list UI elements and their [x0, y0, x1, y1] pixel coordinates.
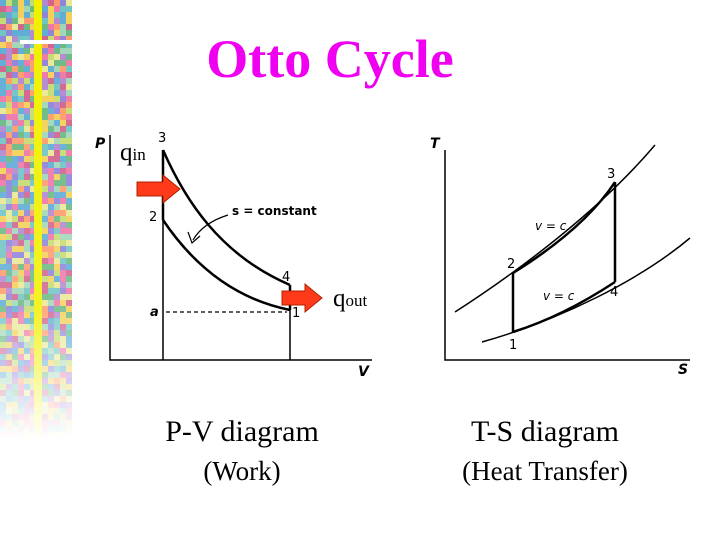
ts-axes — [444, 150, 690, 361]
ts-vc-lower-label: v = c — [543, 289, 575, 303]
axis-v-label: V — [358, 364, 370, 380]
ts-heat-addition-curve — [512, 181, 617, 275]
pv-axes — [109, 135, 372, 361]
pv-point-4: 4 — [282, 270, 290, 285]
decorative-sidebar — [0, 0, 100, 440]
pv-point-2: 2 — [149, 210, 157, 225]
ts-point-3: 3 — [607, 167, 615, 182]
ts-caption: T-S diagram — [470, 415, 620, 448]
pv-subcaption: (Work) — [203, 456, 281, 486]
pv-point-1: 1 — [292, 306, 300, 321]
s-constant-arrowhead — [187, 231, 201, 245]
qout-arrow-icon — [281, 282, 323, 314]
qin-label: qin — [120, 139, 146, 166]
pv-compression-curve — [161, 219, 291, 312]
ts-point-4: 4 — [610, 285, 618, 300]
qout-subscript: out — [346, 291, 368, 310]
ts-point-1: 1 — [509, 338, 517, 353]
qin-main: q — [120, 139, 133, 166]
ts-vc-upper-curve — [454, 144, 656, 313]
axis-s-label: S — [678, 362, 688, 378]
ts-vc-lower-curve — [481, 237, 691, 343]
qout-label: qout — [333, 285, 368, 312]
pv-point-a: a — [150, 305, 159, 320]
qout-main: q — [333, 285, 346, 312]
axis-t-label: T — [430, 136, 441, 152]
qin-arrow-icon — [136, 173, 181, 205]
ts-heat-rejection-curve — [512, 280, 616, 334]
pv-caption: P-V diagram — [165, 415, 319, 448]
ts-vc-upper-label: v = c — [535, 219, 567, 233]
s-constant-label: s = constant — [232, 204, 317, 218]
axis-p-label: P — [95, 136, 106, 152]
ts-subcaption: (Heat Transfer) — [462, 456, 628, 486]
pv-expansion-curve — [161, 149, 291, 287]
page-title: Otto Cycle — [206, 29, 454, 89]
s-constant-leader — [192, 214, 229, 241]
pv-point-3: 3 — [158, 131, 166, 146]
qin-subscript: in — [133, 145, 147, 164]
ts-point-2: 2 — [507, 257, 515, 272]
